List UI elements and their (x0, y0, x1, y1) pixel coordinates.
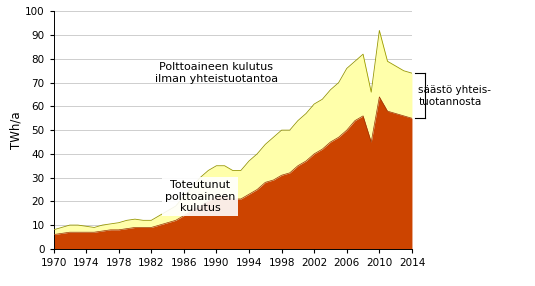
Text: Polttoaineen kulutus
ilman yhteistuotantoa: Polttoaineen kulutus ilman yhteistuotant… (155, 62, 278, 84)
Text: Toteutunut
polttoaineen
kulutus: Toteutunut polttoaineen kulutus (165, 180, 235, 213)
Text: säästö yhteis-
tuotannosta: säästö yhteis- tuotannosta (418, 85, 492, 106)
Y-axis label: TWh/a: TWh/a (9, 111, 22, 149)
